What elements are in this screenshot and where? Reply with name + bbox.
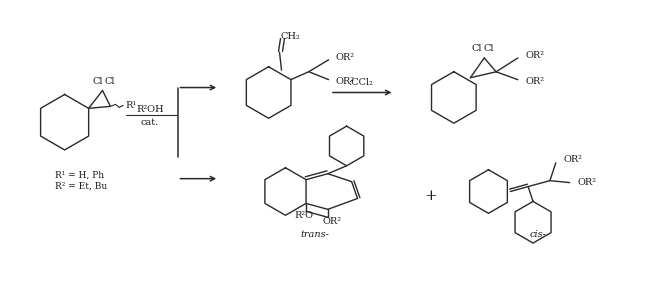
Text: trans-: trans-	[301, 230, 329, 238]
Text: Cl: Cl	[104, 77, 115, 86]
Text: +: +	[425, 189, 438, 203]
Text: OR²: OR²	[577, 178, 596, 187]
Text: cis-: cis-	[530, 230, 546, 238]
Text: OR²: OR²	[525, 51, 544, 61]
Text: Cl: Cl	[92, 77, 103, 86]
Text: cat.: cat.	[141, 118, 159, 127]
Text: OR²: OR²	[525, 77, 544, 86]
Text: R² = Et, Bu: R² = Et, Bu	[55, 182, 107, 191]
Text: CH₂: CH₂	[281, 32, 300, 41]
Text: :CCl₂: :CCl₂	[350, 78, 374, 87]
Text: OR²: OR²	[322, 217, 342, 226]
Text: R²O: R²O	[295, 211, 313, 220]
Text: R¹: R¹	[125, 101, 137, 110]
Text: OR²: OR²	[336, 77, 355, 86]
Text: OR²: OR²	[563, 155, 582, 164]
Text: Cl: Cl	[471, 44, 482, 53]
Text: R¹ = H, Ph: R¹ = H, Ph	[55, 170, 104, 179]
Text: R²OH: R²OH	[136, 105, 163, 114]
Text: OR²: OR²	[336, 53, 355, 62]
Text: Cl: Cl	[484, 44, 494, 53]
